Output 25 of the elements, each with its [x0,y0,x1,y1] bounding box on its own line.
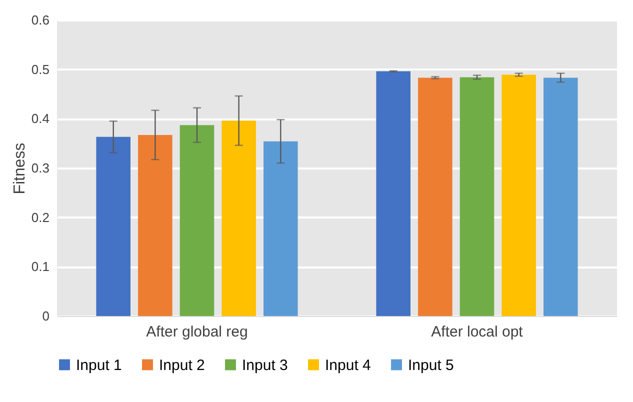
y-tick-label: 0.3 [31,160,50,176]
y-tick-label: 0.2 [31,210,50,225]
bar [502,74,536,316]
legend-label: Input 2 [159,356,205,374]
bar [460,77,494,316]
bar [264,141,298,316]
y-tick-label: 0 [42,308,50,324]
legend-label: Input 4 [325,356,371,374]
y-tick-label: 0.5 [31,62,50,77]
bar [96,136,130,316]
bar [180,125,214,316]
bar [222,120,256,316]
x-tick-label: After global reg [146,324,248,340]
x-tick-label: After local opt [431,324,524,340]
bar [376,71,410,316]
bar [544,78,578,316]
y-axis-title: Fitness [11,142,28,194]
y-tick-label: 0.1 [31,259,50,274]
legend-label: Input 5 [408,356,454,374]
y-tick-label: 0.6 [31,12,50,28]
bar [138,134,172,316]
y-tick-label: 0.4 [31,111,50,126]
legend-label: Input 1 [76,356,122,374]
legend-label: Input 3 [242,356,288,374]
bar [418,78,452,316]
